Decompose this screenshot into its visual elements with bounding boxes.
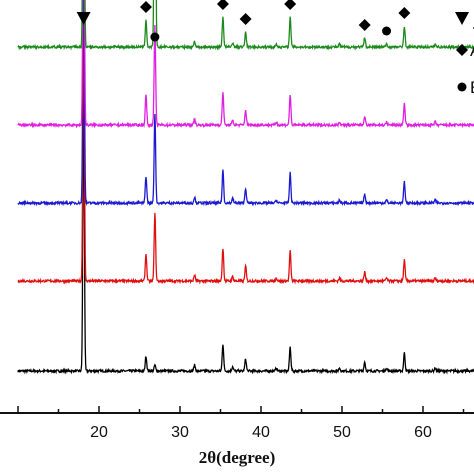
- x-tick-label: 50: [333, 424, 351, 441]
- peak-marker-triangle: [76, 12, 91, 25]
- peak-marker-diamond: [139, 1, 152, 13]
- legend-marker-triangle: [455, 12, 469, 25]
- xrd-pattern-2: [17, 0, 474, 285]
- peak-marker-diamond: [216, 0, 229, 10]
- x-tick-label: 40: [252, 424, 270, 441]
- x-tick-label: 30: [171, 424, 189, 441]
- series-layer: [17, 0, 474, 375]
- xrd-pattern-3: [17, 0, 474, 207]
- legend-marker-diamond: [456, 44, 468, 56]
- legend: AE: [455, 12, 474, 97]
- legend-label: E: [470, 78, 474, 97]
- xrd-pattern-1: [17, 82, 474, 375]
- x-tick-label: 20: [90, 424, 108, 441]
- xrd-pattern-4: [17, 0, 474, 129]
- plot-area: 203040506070: [0, 0, 474, 441]
- peak-marker-circle: [150, 32, 160, 42]
- peak-marker-diamond: [239, 13, 252, 25]
- peak-marker-diamond: [398, 7, 411, 19]
- legend-label: A: [470, 41, 474, 60]
- peak-marker-diamond: [358, 19, 371, 31]
- x-tick-label: 60: [414, 424, 432, 441]
- x-axis-title: 2θ(degree): [199, 448, 276, 467]
- peak-marker-circle: [382, 26, 392, 36]
- x-ticks: 203040506070: [17, 406, 465, 441]
- peak-markers: [76, 0, 474, 42]
- peak-marker-diamond: [284, 0, 297, 10]
- xrd-pattern-5: [17, 0, 474, 51]
- legend-marker-circle: [457, 82, 467, 92]
